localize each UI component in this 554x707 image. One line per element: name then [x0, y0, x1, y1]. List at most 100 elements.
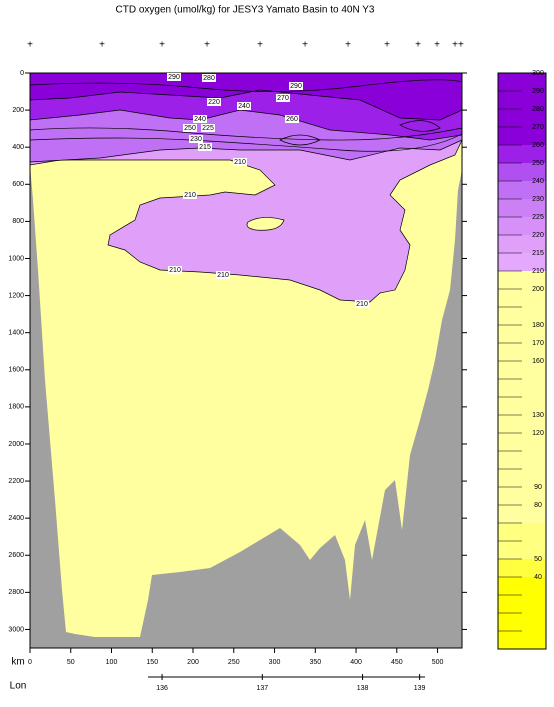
- colorbar-band: [498, 163, 546, 181]
- svg-text:+: +: [99, 40, 105, 51]
- y-tick-label: 2000: [8, 441, 24, 448]
- colorbar-tick-label: 170: [532, 340, 544, 347]
- lon-tick-label: 137: [256, 685, 268, 692]
- colorbar-band: [498, 235, 546, 253]
- contour-label: 280: [203, 75, 215, 82]
- colorbar-band: [498, 451, 546, 469]
- colorbar-band: [498, 109, 546, 127]
- y-tick-label: 800: [12, 218, 24, 225]
- contour-label: 210: [184, 192, 196, 199]
- contour-label: 210: [234, 159, 246, 166]
- colorbar-band: [498, 577, 546, 595]
- colorbar-band: [498, 469, 546, 487]
- y-tick-label: 600: [12, 181, 24, 188]
- contour-label: 210: [217, 272, 229, 279]
- lon-tick-label: 136: [156, 685, 168, 692]
- contour-label-box: [167, 73, 181, 81]
- colorbar-tick-label: 210: [532, 268, 544, 275]
- region-hole: [246, 217, 285, 231]
- y-tick-label: 2400: [8, 515, 24, 522]
- x-axis-label: km: [11, 657, 24, 668]
- colorbar-tick-label: 260: [532, 142, 544, 149]
- contour-label: 290: [168, 74, 180, 81]
- lon-axis-label: Lon: [10, 681, 27, 692]
- contour-line: [29, 133, 463, 152]
- x-tick-label: 100: [106, 659, 118, 666]
- colorbar-band: [498, 307, 546, 325]
- colorbar-tick-label: 220: [532, 232, 544, 239]
- colorbar-tick-label: 50: [534, 556, 542, 563]
- colorbar-band: [498, 325, 546, 343]
- colorbar-band: [498, 289, 546, 307]
- contour-line: [399, 120, 441, 132]
- plot-frame: [29, 72, 463, 649]
- colorbar-band: [498, 91, 546, 109]
- contour-label: 250: [184, 125, 196, 132]
- contour-label-box: [183, 124, 197, 132]
- colorbar-band: [498, 541, 546, 559]
- y-tick-label: 1000: [8, 255, 24, 262]
- colorbar-tick-label: 230: [532, 196, 544, 203]
- colorbar-band: [498, 631, 546, 649]
- lon-tick-label: 139: [414, 685, 426, 692]
- contour-label-box: [355, 300, 369, 308]
- chart-title: CTD oxygen (umol/kg) for JESY3 Yamato Ba…: [115, 5, 374, 16]
- colorbar-tick-label: 300: [532, 70, 544, 77]
- colorbar-band: [498, 595, 546, 613]
- contour-label-box: [189, 135, 203, 143]
- colorbar-tick-label: 40: [534, 574, 542, 581]
- y-tick-label: 1800: [8, 404, 24, 411]
- x-tick-label: 350: [309, 659, 321, 666]
- svg-text:+: +: [345, 40, 351, 51]
- svg-text:+: +: [302, 40, 308, 51]
- colorbar-tick-label: 200: [532, 286, 544, 293]
- x-tick-label: 300: [269, 659, 281, 666]
- colorbar-band: [498, 217, 546, 235]
- y-tick-label: 2200: [8, 478, 24, 485]
- contour-label-box: [207, 98, 221, 106]
- svg-text:+: +: [384, 40, 390, 51]
- svg-text:+: +: [204, 40, 210, 51]
- y-tick-label: 2600: [8, 552, 24, 559]
- contour-label-box: [198, 143, 212, 151]
- contour-label-box: [237, 102, 251, 110]
- svg-text:++: ++: [452, 40, 464, 51]
- contour-label-box: [168, 266, 182, 274]
- svg-text:+: +: [434, 40, 440, 51]
- colorbar-band: [498, 559, 546, 577]
- lon-tick-label: 138: [357, 685, 369, 692]
- station-marks: + + + + + + + + + + ++: [27, 40, 464, 51]
- colorbar-tick-label: 240: [532, 178, 544, 185]
- colorbar-tick-label: 225: [532, 214, 544, 221]
- region-270-plus: [29, 72, 463, 121]
- contour-label: 240: [194, 116, 206, 123]
- field: [29, 72, 463, 649]
- x-tick-label: 450: [391, 659, 403, 666]
- y-tick-label: 1600: [8, 367, 24, 374]
- contour-line: [279, 134, 321, 146]
- svg-text:+: +: [415, 40, 421, 51]
- contour-line: [29, 79, 463, 92]
- colorbar-band: [498, 73, 546, 91]
- svg-text:+: +: [257, 40, 263, 51]
- colorbar-band: [498, 379, 546, 397]
- x-tick-label: 200: [187, 659, 199, 666]
- colorbar-band: [498, 613, 546, 631]
- colorbar-band: [498, 181, 546, 199]
- x-tick-label: 400: [350, 659, 362, 666]
- y-tick-label: 0: [20, 70, 24, 77]
- x-tick-label: 500: [432, 659, 444, 666]
- colorbar-band: [498, 487, 546, 505]
- contour-label: 225: [202, 125, 214, 132]
- contour-label-box: [289, 82, 303, 90]
- contour-label-box: [216, 271, 230, 279]
- contour-label: 260: [286, 116, 298, 123]
- colorbar-band: [498, 361, 546, 379]
- colorbar-band: [498, 127, 546, 145]
- colorbar-tick-label: 180: [532, 322, 544, 329]
- y-tick-label: 2800: [8, 589, 24, 596]
- colorbar-tick-label: 290: [532, 88, 544, 95]
- colorbar-tick-label: 215: [532, 250, 544, 257]
- x-tick-label: 0: [28, 659, 32, 666]
